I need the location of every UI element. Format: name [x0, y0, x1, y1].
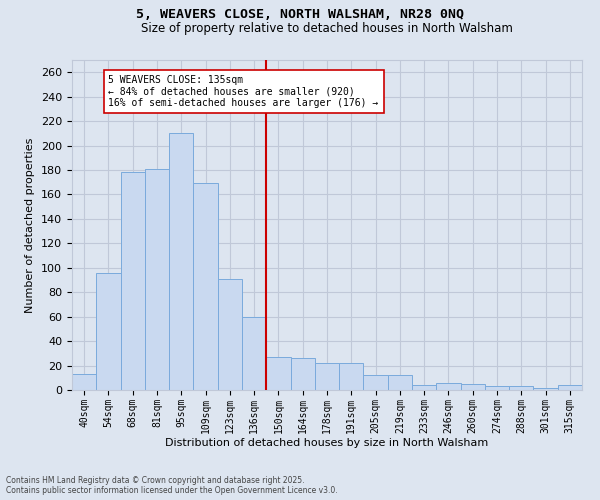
Text: Contains HM Land Registry data © Crown copyright and database right 2025.
Contai: Contains HM Land Registry data © Crown c…	[6, 476, 338, 495]
Bar	[121, 172, 145, 390]
Bar	[533, 388, 558, 390]
Bar	[266, 357, 290, 390]
Title: Size of property relative to detached houses in North Walsham: Size of property relative to detached ho…	[141, 22, 513, 35]
Bar	[509, 386, 533, 390]
Bar	[436, 382, 461, 390]
Bar	[72, 374, 96, 390]
Bar	[169, 134, 193, 390]
Bar	[242, 316, 266, 390]
Bar	[461, 384, 485, 390]
Bar	[145, 169, 169, 390]
Bar	[315, 363, 339, 390]
X-axis label: Distribution of detached houses by size in North Walsham: Distribution of detached houses by size …	[166, 438, 488, 448]
Text: 5 WEAVERS CLOSE: 135sqm
← 84% of detached houses are smaller (920)
16% of semi-d: 5 WEAVERS CLOSE: 135sqm ← 84% of detache…	[109, 74, 379, 108]
Bar	[218, 279, 242, 390]
Bar	[388, 376, 412, 390]
Text: 5, WEAVERS CLOSE, NORTH WALSHAM, NR28 0NQ: 5, WEAVERS CLOSE, NORTH WALSHAM, NR28 0N…	[136, 8, 464, 20]
Bar	[364, 376, 388, 390]
Bar	[193, 184, 218, 390]
Bar	[96, 272, 121, 390]
Bar	[339, 363, 364, 390]
Bar	[290, 358, 315, 390]
Y-axis label: Number of detached properties: Number of detached properties	[25, 138, 35, 312]
Bar	[412, 385, 436, 390]
Bar	[485, 386, 509, 390]
Bar	[558, 385, 582, 390]
